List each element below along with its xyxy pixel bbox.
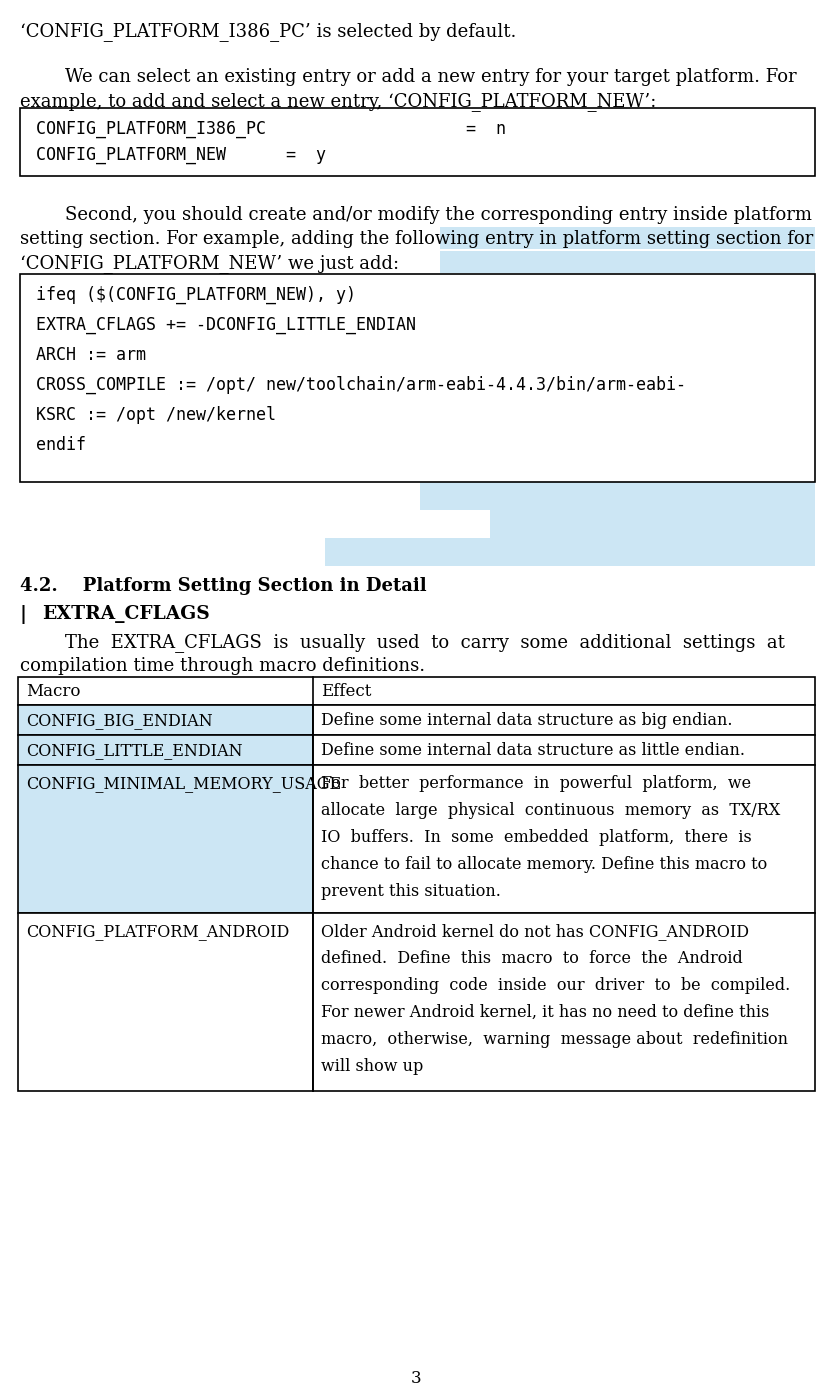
Bar — [313, 766, 815, 914]
Bar — [313, 705, 815, 735]
Bar — [255, 394, 815, 426]
Bar — [20, 108, 815, 176]
Bar — [440, 226, 815, 249]
Text: CONFIG_LITTLE_ENDIAN: CONFIG_LITTLE_ENDIAN — [26, 742, 242, 759]
Text: ARCH := arm: ARCH := arm — [36, 346, 146, 365]
Text: 3: 3 — [411, 1370, 421, 1387]
Text: CONFIG_MINIMAL_MEMORY_USAGE: CONFIG_MINIMAL_MEMORY_USAGE — [26, 775, 342, 792]
Text: endif: endif — [36, 436, 86, 454]
Text: IO  buffers.  In  some  embedded  platform,  there  is: IO buffers. In some embedded platform, t… — [321, 828, 751, 847]
Text: CONFIG_BIG_ENDIAN: CONFIG_BIG_ENDIAN — [26, 712, 212, 729]
Text: compilation time through macro definitions.: compilation time through macro definitio… — [20, 657, 425, 675]
Bar — [20, 274, 815, 482]
Text: example, to add and select a new entry, ‘CONFIG_PLATFORM_NEW’:: example, to add and select a new entry, … — [20, 92, 656, 110]
Bar — [355, 274, 815, 306]
Text: KSRC := /opt /new/kernel: KSRC := /opt /new/kernel — [36, 407, 276, 425]
Bar — [18, 678, 815, 705]
Text: allocate  large  physical  continuous  memory  as  TX/RX: allocate large physical continuous memor… — [321, 802, 781, 819]
Bar — [445, 305, 815, 337]
Bar — [18, 705, 313, 735]
Bar — [18, 914, 313, 1091]
Bar — [313, 735, 815, 766]
Text: prevent this situation.: prevent this situation. — [321, 883, 501, 900]
Text: Older Android kernel do not has CONFIG_ANDROID: Older Android kernel do not has CONFIG_A… — [321, 923, 749, 940]
Text: For newer Android kernel, it has no need to define this: For newer Android kernel, it has no need… — [321, 1004, 770, 1021]
Text: CROSS_COMPILE := /opt/ new/toolchain/arm-eabi-4.4.3/bin/arm-eabi-: CROSS_COMPILE := /opt/ new/toolchain/arm… — [36, 376, 686, 394]
Text: corresponding  code  inside  our  driver  to  be  compiled.: corresponding code inside our driver to … — [321, 977, 791, 995]
Text: CONFIG_PLATFORM_I386_PC                    =  n: CONFIG_PLATFORM_I386_PC = n — [36, 120, 506, 138]
Text: 4.2.    Platform Setting Section in Detail: 4.2. Platform Setting Section in Detail — [20, 577, 426, 595]
Bar — [18, 766, 313, 914]
Text: CONFIG_PLATFORM_ANDROID: CONFIG_PLATFORM_ANDROID — [26, 923, 289, 940]
Text: EXTRA_CFLAGS += -DCONFIG_LITTLE_ENDIAN: EXTRA_CFLAGS += -DCONFIG_LITTLE_ENDIAN — [36, 316, 416, 334]
Text: ‘CONFIG_PLATFORM_NEW’ we just add:: ‘CONFIG_PLATFORM_NEW’ we just add: — [20, 254, 399, 272]
Text: chance to fail to allocate memory. Define this macro to: chance to fail to allocate memory. Defin… — [321, 856, 767, 873]
Bar — [313, 914, 815, 1091]
Text: We can select an existing entry or add a new entry for your target platform. For: We can select an existing entry or add a… — [65, 68, 796, 87]
Text: For  better  performance  in  powerful  platform,  we: For better performance in powerful platf… — [321, 775, 751, 792]
Text: will show up: will show up — [321, 1058, 423, 1076]
Text: Effect: Effect — [321, 683, 372, 700]
Text: Macro: Macro — [26, 683, 81, 700]
Text: macro,  otherwise,  warning  message about  redefinition: macro, otherwise, warning message about … — [321, 1031, 788, 1048]
Bar — [490, 510, 815, 538]
Text: The  EXTRA_CFLAGS  is  usually  used  to  carry  some  additional  settings  at: The EXTRA_CFLAGS is usually used to carr… — [65, 633, 785, 652]
Bar — [320, 334, 815, 366]
Text: setting section. For example, adding the following entry in platform setting sec: setting section. For example, adding the… — [20, 231, 813, 249]
Bar — [440, 251, 815, 272]
Text: Define some internal data structure as little endian.: Define some internal data structure as l… — [321, 742, 745, 759]
Text: defined.  Define  this  macro  to  force  the  Android: defined. Define this macro to force the … — [321, 950, 743, 967]
Text: ifeq ($(CONFIG_PLATFORM_NEW), y): ifeq ($(CONFIG_PLATFORM_NEW), y) — [36, 286, 356, 305]
Bar — [500, 365, 815, 395]
Bar — [325, 538, 815, 566]
Text: Second, you should create and/or modify the corresponding entry inside platform: Second, you should create and/or modify … — [65, 205, 812, 224]
Text: Define some internal data structure as big endian.: Define some internal data structure as b… — [321, 712, 732, 729]
Text: EXTRA_CFLAGS: EXTRA_CFLAGS — [42, 605, 210, 623]
Bar — [18, 735, 313, 766]
Text: ‘CONFIG_PLATFORM_I386_PC’ is selected by default.: ‘CONFIG_PLATFORM_I386_PC’ is selected by… — [20, 22, 516, 41]
Text: |: | — [20, 605, 27, 624]
Text: CONFIG_PLATFORM_NEW      =  y: CONFIG_PLATFORM_NEW = y — [36, 147, 326, 163]
Bar — [420, 482, 815, 510]
